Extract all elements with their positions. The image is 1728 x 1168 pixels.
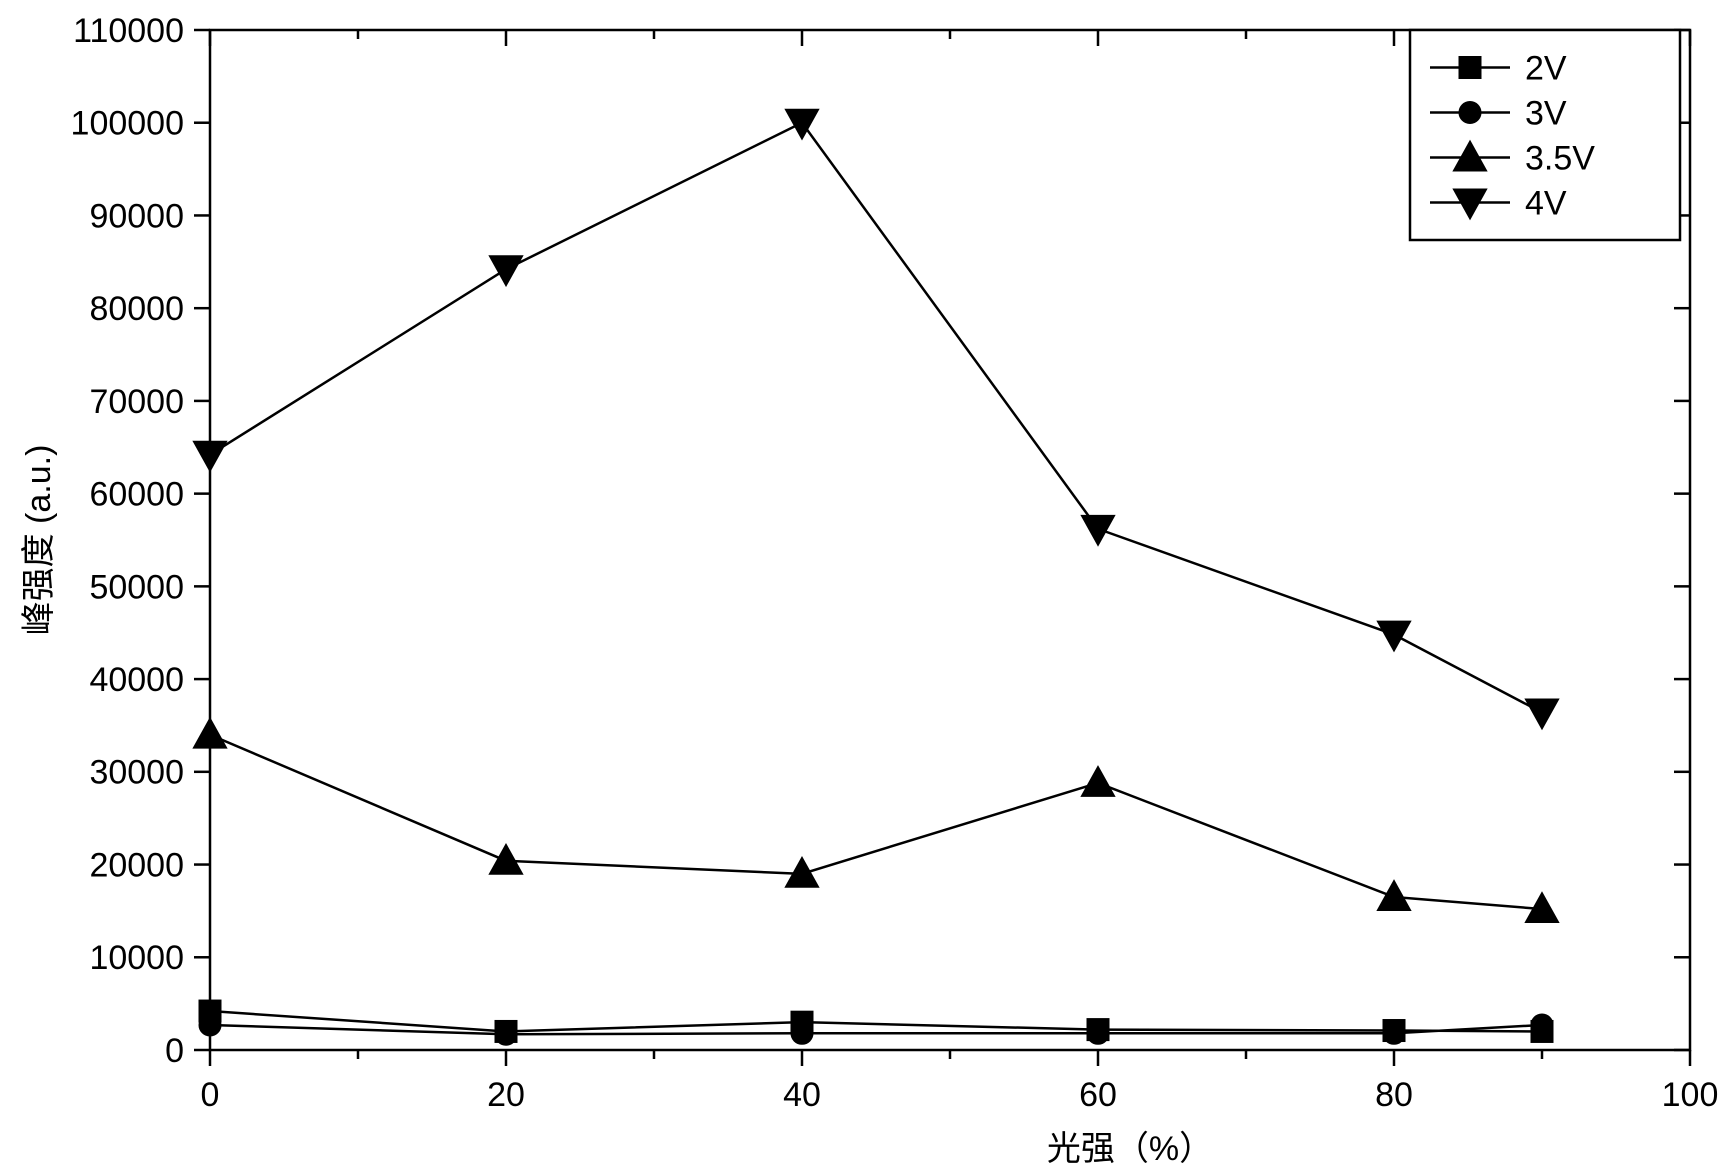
marker-triangle-up — [1081, 766, 1115, 796]
y-tick-label: 0 — [165, 1032, 184, 1070]
marker-circle — [791, 1022, 813, 1044]
marker-circle — [1531, 1014, 1553, 1036]
y-tick-label: 80000 — [89, 290, 184, 328]
marker-circle — [495, 1023, 517, 1045]
y-axis-label: 峰强度 (a.u.) — [20, 445, 58, 636]
y-tick-label: 100000 — [71, 105, 184, 143]
marker-triangle-down — [193, 441, 227, 471]
y-tick-label: 90000 — [89, 197, 184, 235]
marker-triangle-down — [1081, 515, 1115, 545]
y-tick-label: 70000 — [89, 383, 184, 421]
legend-label: 3V — [1525, 94, 1567, 132]
x-tick-label: 0 — [201, 1076, 220, 1114]
marker-triangle-up — [193, 718, 227, 748]
marker-triangle-down — [1525, 699, 1559, 729]
x-tick-label: 80 — [1375, 1076, 1413, 1114]
y-tick-label: 40000 — [89, 661, 184, 699]
y-tick-label: 60000 — [89, 476, 184, 514]
y-tick-label: 50000 — [89, 568, 184, 606]
line-chart: 0 20 40 60 80 100 0 10000 20000 30000 40000 50000 60… — [0, 0, 1728, 1168]
x-tick-label: 100 — [1662, 1076, 1719, 1114]
series-line-2V — [210, 1011, 1542, 1031]
legend-label: 3.5V — [1525, 139, 1595, 177]
series-line-3.5V — [210, 735, 1542, 909]
x-tick-label: 60 — [1079, 1076, 1117, 1114]
marker-circle — [199, 1014, 221, 1036]
marker-triangle-down — [785, 109, 819, 139]
marker-circle — [1087, 1022, 1109, 1044]
y-tick-label: 20000 — [89, 846, 184, 884]
marker-triangle-up — [489, 844, 523, 874]
legend-label: 2V — [1525, 49, 1567, 87]
marker-circle — [1383, 1022, 1405, 1044]
marker-triangle-down — [1377, 621, 1411, 651]
x-tick-label: 40 — [783, 1076, 821, 1114]
legend-label: 4V — [1525, 184, 1567, 222]
y-tick-label: 10000 — [89, 939, 184, 977]
y-tick-label: 110000 — [73, 12, 184, 50]
marker-triangle-down — [489, 256, 523, 286]
y-tick-label: 30000 — [89, 754, 184, 792]
x-tick-label: 20 — [487, 1076, 525, 1114]
chart-container: 0 20 40 60 80 100 0 10000 20000 30000 40000 50000 60… — [0, 0, 1728, 1168]
x-axis-label: 光强（%） — [1047, 1130, 1213, 1168]
series-line-4V — [210, 123, 1542, 713]
marker-triangle-up — [1377, 880, 1411, 910]
marker-square — [1459, 57, 1481, 79]
marker-circle — [1459, 102, 1481, 124]
